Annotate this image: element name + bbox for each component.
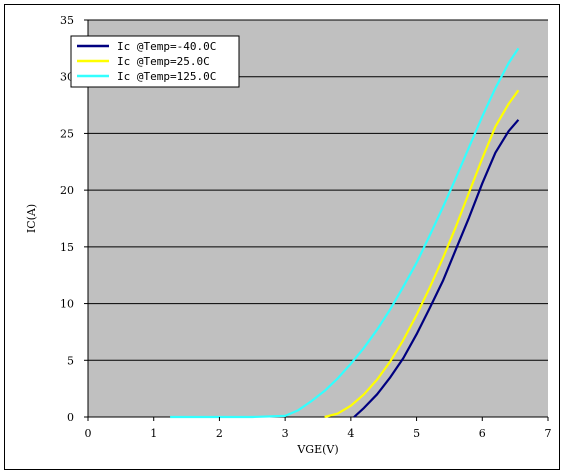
x-tick-label: 1: [150, 427, 157, 440]
x-tick-label: 6: [479, 427, 486, 440]
y-axis-label: IC(A): [25, 204, 38, 233]
x-tick-label: 4: [347, 427, 354, 440]
x-axis-label: VGE(V): [296, 443, 338, 456]
y-tick-label: 15: [60, 241, 74, 254]
y-tick-label: 25: [60, 127, 74, 140]
chart-frame: 0 5 10 15 20 25 30 35 0 1 2 3 4 5 6 7 VGE(V) IC(A) Ic @…: [4, 4, 560, 470]
x-tick-label: 7: [545, 427, 552, 440]
legend-label: Ic @Temp=25.0C: [117, 55, 210, 68]
legend-label: Ic @Temp=-40.0C: [117, 40, 216, 53]
y-tick-label: 20: [60, 184, 74, 197]
series-line-3: [170, 47, 520, 419]
x-tick-label: 0: [85, 427, 92, 440]
y-tick-label: 0: [67, 411, 74, 424]
x-tick-label: 3: [282, 427, 289, 440]
series-line-2: [324, 89, 520, 419]
y-tick-label: 10: [60, 298, 74, 311]
y-tick-label: 5: [67, 354, 74, 367]
series-line-1: [353, 119, 520, 418]
x-tick-label: 5: [413, 427, 420, 440]
y-tick-label: 35: [60, 14, 74, 27]
legend-label: Ic @Temp=125.0C: [117, 70, 216, 83]
x-tick-label: 2: [216, 427, 223, 440]
